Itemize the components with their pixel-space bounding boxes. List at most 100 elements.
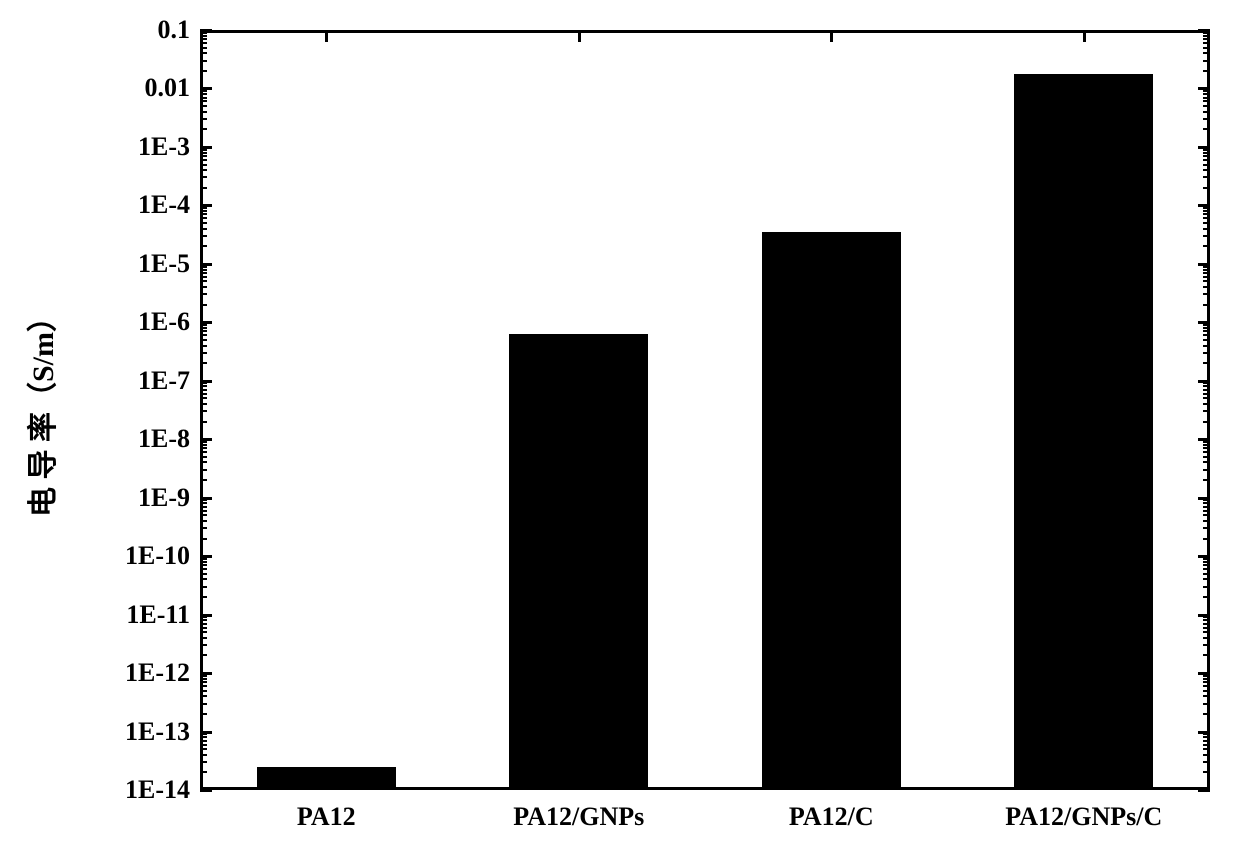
y-minor-tick <box>200 596 207 598</box>
y-minor-tick <box>1203 155 1210 157</box>
y-minor-tick <box>1203 334 1210 336</box>
y-minor-tick <box>200 266 207 268</box>
y-minor-tick <box>200 616 207 618</box>
y-minor-tick <box>200 385 207 387</box>
y-minor-tick <box>200 222 207 224</box>
y-minor-tick <box>1203 90 1210 92</box>
y-minor-tick <box>200 176 207 178</box>
y-minor-tick <box>200 149 207 151</box>
y-minor-tick <box>1203 118 1210 120</box>
y-minor-tick <box>200 456 207 458</box>
y-minor-tick <box>200 748 207 750</box>
y-minor-tick <box>200 690 207 692</box>
y-minor-tick <box>1203 748 1210 750</box>
y-minor-tick <box>200 675 207 677</box>
y-minor-tick <box>200 499 207 501</box>
y-minor-tick <box>1203 266 1210 268</box>
bar <box>509 334 648 790</box>
y-minor-tick <box>200 38 207 40</box>
y-minor-tick <box>1203 690 1210 692</box>
y-axis-label: 电 导 率（S/m） <box>18 317 62 517</box>
y-minor-tick <box>200 93 207 95</box>
y-minor-tick <box>200 228 207 230</box>
x-tick-label: PA12/C <box>705 802 958 832</box>
y-minor-tick <box>200 213 207 215</box>
y-minor-tick <box>1203 695 1210 697</box>
y-minor-tick <box>200 754 207 756</box>
y-minor-tick <box>1203 382 1210 384</box>
y-minor-tick <box>200 502 207 504</box>
y-minor-tick <box>1203 461 1210 463</box>
y-minor-tick <box>1203 111 1210 113</box>
y-minor-tick <box>1203 573 1210 575</box>
y-minor-tick <box>200 561 207 563</box>
y-minor-tick <box>200 389 207 391</box>
y-minor-tick <box>1203 444 1210 446</box>
y-minor-tick <box>200 362 207 364</box>
y-minor-tick <box>1203 596 1210 598</box>
y-minor-tick <box>200 479 207 481</box>
y-minor-tick <box>200 97 207 99</box>
y-minor-tick <box>1203 217 1210 219</box>
y-minor-tick <box>200 586 207 588</box>
y-minor-tick <box>200 217 207 219</box>
y-minor-tick <box>200 564 207 566</box>
y-minor-tick <box>200 761 207 763</box>
y-minor-tick <box>1203 222 1210 224</box>
y-minor-tick <box>1203 703 1210 705</box>
y-minor-tick <box>1203 93 1210 95</box>
y-minor-tick <box>1203 675 1210 677</box>
y-minor-tick <box>200 506 207 508</box>
x-major-tick <box>578 30 581 42</box>
y-minor-tick <box>200 527 207 529</box>
y-minor-tick <box>200 703 207 705</box>
y-minor-tick <box>1203 456 1210 458</box>
y-minor-tick <box>1203 403 1210 405</box>
y-minor-tick <box>1203 32 1210 34</box>
y-minor-tick <box>1203 276 1210 278</box>
y-minor-tick <box>1203 623 1210 625</box>
y-minor-tick <box>200 70 207 72</box>
y-minor-tick <box>200 558 207 560</box>
y-minor-tick <box>200 42 207 44</box>
y-minor-tick <box>200 169 207 171</box>
y-minor-tick <box>1203 510 1210 512</box>
y-minor-tick <box>1203 441 1210 443</box>
x-major-tick <box>830 778 833 790</box>
y-minor-tick <box>200 327 207 329</box>
y-tick-label: 1E-11 <box>70 600 190 630</box>
y-minor-tick <box>1203 235 1210 237</box>
y-tick-label: 1E-7 <box>70 366 190 396</box>
y-minor-tick <box>1203 286 1210 288</box>
y-minor-tick <box>200 330 207 332</box>
y-minor-tick <box>1203 393 1210 395</box>
y-minor-tick <box>1203 159 1210 161</box>
y-minor-tick <box>200 685 207 687</box>
y-minor-tick <box>200 276 207 278</box>
y-minor-tick <box>1203 527 1210 529</box>
y-minor-tick <box>200 713 207 715</box>
y-major-tick <box>200 789 212 792</box>
y-minor-tick <box>200 397 207 399</box>
y-minor-tick <box>1203 324 1210 326</box>
y-minor-tick <box>1203 100 1210 102</box>
y-minor-tick <box>200 740 207 742</box>
y-minor-tick <box>1203 654 1210 656</box>
y-minor-tick <box>200 619 207 621</box>
y-minor-tick <box>1203 469 1210 471</box>
y-minor-tick <box>200 447 207 449</box>
y-minor-tick <box>1203 128 1210 130</box>
y-minor-tick <box>1203 520 1210 522</box>
y-minor-tick <box>1203 280 1210 282</box>
y-minor-tick <box>200 403 207 405</box>
y-minor-tick <box>1203 410 1210 412</box>
y-minor-tick <box>200 60 207 62</box>
y-minor-tick <box>200 695 207 697</box>
y-minor-tick <box>1203 169 1210 171</box>
y-tick-label: 1E-5 <box>70 249 190 279</box>
y-minor-tick <box>1203 479 1210 481</box>
x-major-tick <box>325 30 328 42</box>
y-minor-tick <box>200 90 207 92</box>
y-minor-tick <box>1203 397 1210 399</box>
y-minor-tick <box>200 771 207 773</box>
